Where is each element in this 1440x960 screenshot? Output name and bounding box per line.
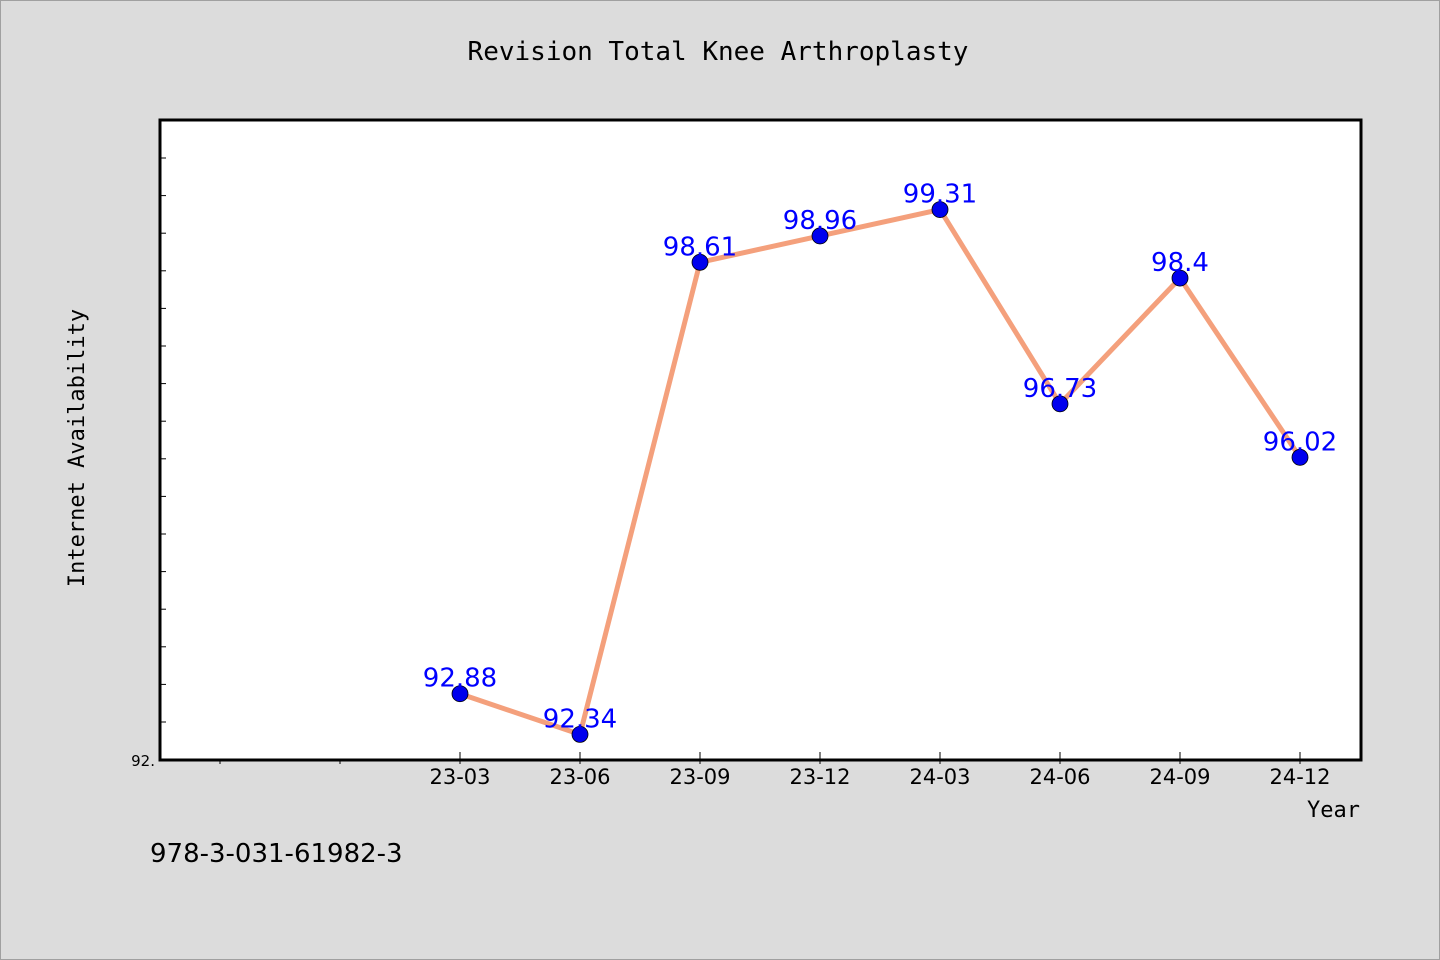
data-label: 98.96 (783, 206, 857, 236)
data-label: 92.88 (423, 664, 497, 694)
x-tick-label: 24-06 (1029, 765, 1090, 789)
data-point-marker (1171, 269, 1189, 287)
data-point-marker (691, 253, 709, 271)
data-label: 98.4 (1151, 248, 1209, 278)
data-label-layer: 92.88 92.34 98.61 98.96 99.31 96.73 98.4 96.02 (423, 180, 1337, 735)
x-tick-label: 23-06 (549, 765, 610, 789)
x-tick-label: 24-12 (1269, 765, 1330, 789)
isbn-code: 978-3-031-61982-3 (150, 839, 403, 869)
series-layer (451, 201, 1309, 743)
y-tick-label: 92. (131, 752, 155, 770)
y-axis-label: Internet Availability (65, 309, 90, 587)
x-tick-label: 24-03 (909, 765, 970, 789)
data-point-marker (811, 227, 829, 245)
data-label: 99.31 (903, 180, 977, 210)
data-point-marker (931, 201, 949, 219)
data-label: 96.73 (1023, 374, 1097, 404)
plot-area (158, 118, 1363, 762)
x-tick-label: 24-09 (1149, 765, 1210, 789)
data-point-marker (1051, 395, 1069, 413)
data-label: 96.02 (1263, 427, 1337, 457)
series-line (457, 207, 1303, 737)
data-label: 92.34 (543, 704, 617, 734)
data-point-marker (451, 685, 469, 703)
data-label: 98.61 (663, 232, 737, 262)
y-axis-ticks (160, 157, 166, 723)
x-axis-label: Year (1307, 798, 1360, 823)
x-axis-ticks: 23-03 23-06 23-09 23-12 24-03 24-06 24-09 24-12 (219, 752, 1331, 789)
data-point-marker (571, 726, 589, 743)
x-tick-label: 23-03 (429, 765, 490, 789)
x-tick-label: 23-09 (669, 765, 730, 789)
chart-title: Revision Total Knee Arthroplasty (468, 37, 969, 67)
data-point-marker (1291, 448, 1309, 466)
x-tick-label: 23-12 (789, 765, 850, 789)
